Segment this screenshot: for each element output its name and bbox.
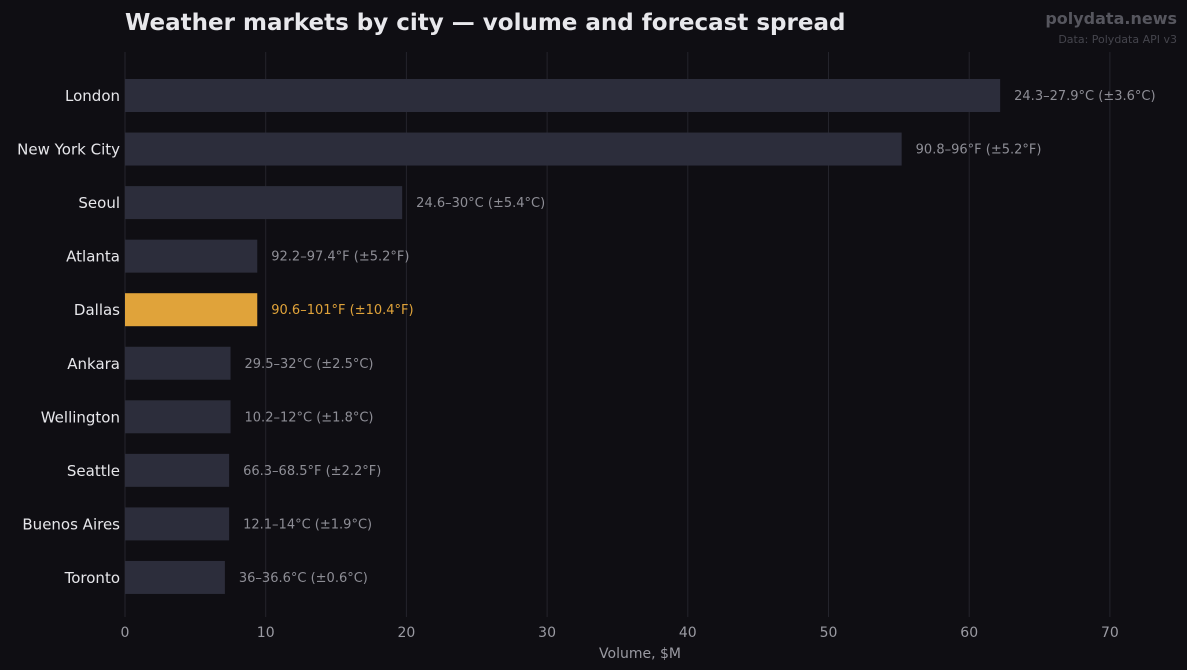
bar-ankara: [125, 346, 231, 380]
bar-annotation: 66.3–68.5°F (±2.2°F): [243, 464, 381, 479]
bars: [125, 79, 1001, 594]
x-axis-label: Volume, $M: [599, 646, 681, 662]
bar-annotation: 12.1–14°C (±1.9°C): [243, 517, 372, 532]
x-tick-label: 50: [820, 625, 838, 641]
city-label: Wellington: [41, 408, 120, 426]
bar-new-york-city: [125, 132, 902, 166]
x-tick-label: 30: [538, 625, 556, 641]
bar-annotation: 90.6–101°F (±10.4°F): [271, 303, 413, 318]
bar-annotation: 92.2–97.4°F (±5.2°F): [271, 250, 409, 265]
bar-wellington: [125, 400, 231, 434]
bar-annotation: 24.6–30°C (±5.4°C): [416, 196, 545, 211]
x-axis: 0 10 20 30 40 50 60 70: [121, 625, 1119, 641]
city-label: Seoul: [78, 194, 120, 212]
x-tick-label: 20: [397, 625, 415, 641]
bar-toronto: [125, 560, 225, 594]
city-label: New York City: [17, 141, 120, 159]
bar-annotation: 90.8–96°F (±5.2°F): [916, 143, 1042, 158]
source-note: Data: Polydata API v3: [1058, 33, 1177, 46]
city-label: Buenos Aires: [22, 515, 120, 533]
bar-annotation: 10.2–12°C (±1.8°C): [245, 410, 374, 425]
x-tick-label: 40: [679, 625, 697, 641]
city-label: London: [65, 87, 120, 105]
x-tick-label: 70: [1101, 625, 1119, 641]
bar-atlanta: [125, 239, 258, 273]
x-tick-label: 0: [121, 625, 130, 641]
brand-logo-text: polydata.news: [1045, 9, 1177, 28]
chart-title: Weather markets by city — volume and for…: [125, 10, 846, 36]
x-tick-label: 60: [960, 625, 978, 641]
bar-annotations: 24.3–27.9°C (±3.6°C) 90.8–96°F (±5.2°F) 24…: [239, 89, 1156, 586]
bar-annotation: 29.5–32°C (±2.5°C): [245, 357, 374, 372]
city-label: Dallas: [74, 301, 120, 319]
bar-london: [125, 79, 1001, 112]
city-labels: London New York City Seoul Atlanta Dallas Ank…: [17, 87, 120, 587]
city-label: Seattle: [67, 462, 120, 480]
bar-seattle: [125, 453, 230, 487]
bar-dallas: [125, 293, 258, 327]
city-label: Ankara: [67, 355, 120, 373]
bar-buenos-aires: [125, 507, 230, 541]
city-label: Atlanta: [66, 248, 120, 266]
bar-annotation: 36–36.6°C (±0.6°C): [239, 571, 368, 586]
city-label: Toronto: [64, 569, 120, 587]
bar-annotation: 24.3–27.9°C (±3.6°C): [1014, 89, 1155, 104]
x-tick-label: 10: [257, 625, 275, 641]
bar-seoul: [125, 186, 403, 220]
